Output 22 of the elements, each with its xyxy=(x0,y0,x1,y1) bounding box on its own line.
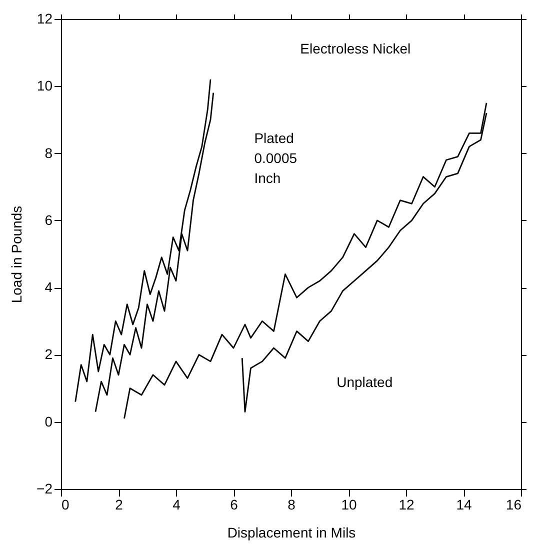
x-tick-label: 0 xyxy=(62,496,70,512)
x-tick-label: 10 xyxy=(341,496,357,512)
y-tick-label: −2 xyxy=(36,480,53,496)
x-tick-label: 8 xyxy=(288,496,296,512)
annotation: Electroless Nickel xyxy=(300,40,411,56)
x-tick-label: 2 xyxy=(115,496,124,512)
y-tick-label: 4 xyxy=(44,279,53,296)
x-tick-label: 6 xyxy=(230,496,238,512)
x-tick-label: 12 xyxy=(398,496,414,512)
y-tick-label: 8 xyxy=(44,144,53,161)
y-tick-label: 6 xyxy=(44,212,53,228)
annotation: Unplated xyxy=(336,374,393,390)
y-tick-label: 2 xyxy=(44,346,53,362)
x-axis-title: Displacement in Mils xyxy=(227,524,356,540)
x-tick-label: 14 xyxy=(456,496,472,512)
x-tick-label: 4 xyxy=(172,496,181,512)
y-axis-title: Load in Pounds xyxy=(8,206,25,304)
y-tick-label: 12 xyxy=(36,10,53,26)
y-tick-label: 10 xyxy=(36,78,53,94)
annotation: Plated 0.0005 Inch xyxy=(254,130,298,186)
y-tick-label: 0 xyxy=(44,413,53,430)
x-tick-label: 16 xyxy=(506,496,522,512)
